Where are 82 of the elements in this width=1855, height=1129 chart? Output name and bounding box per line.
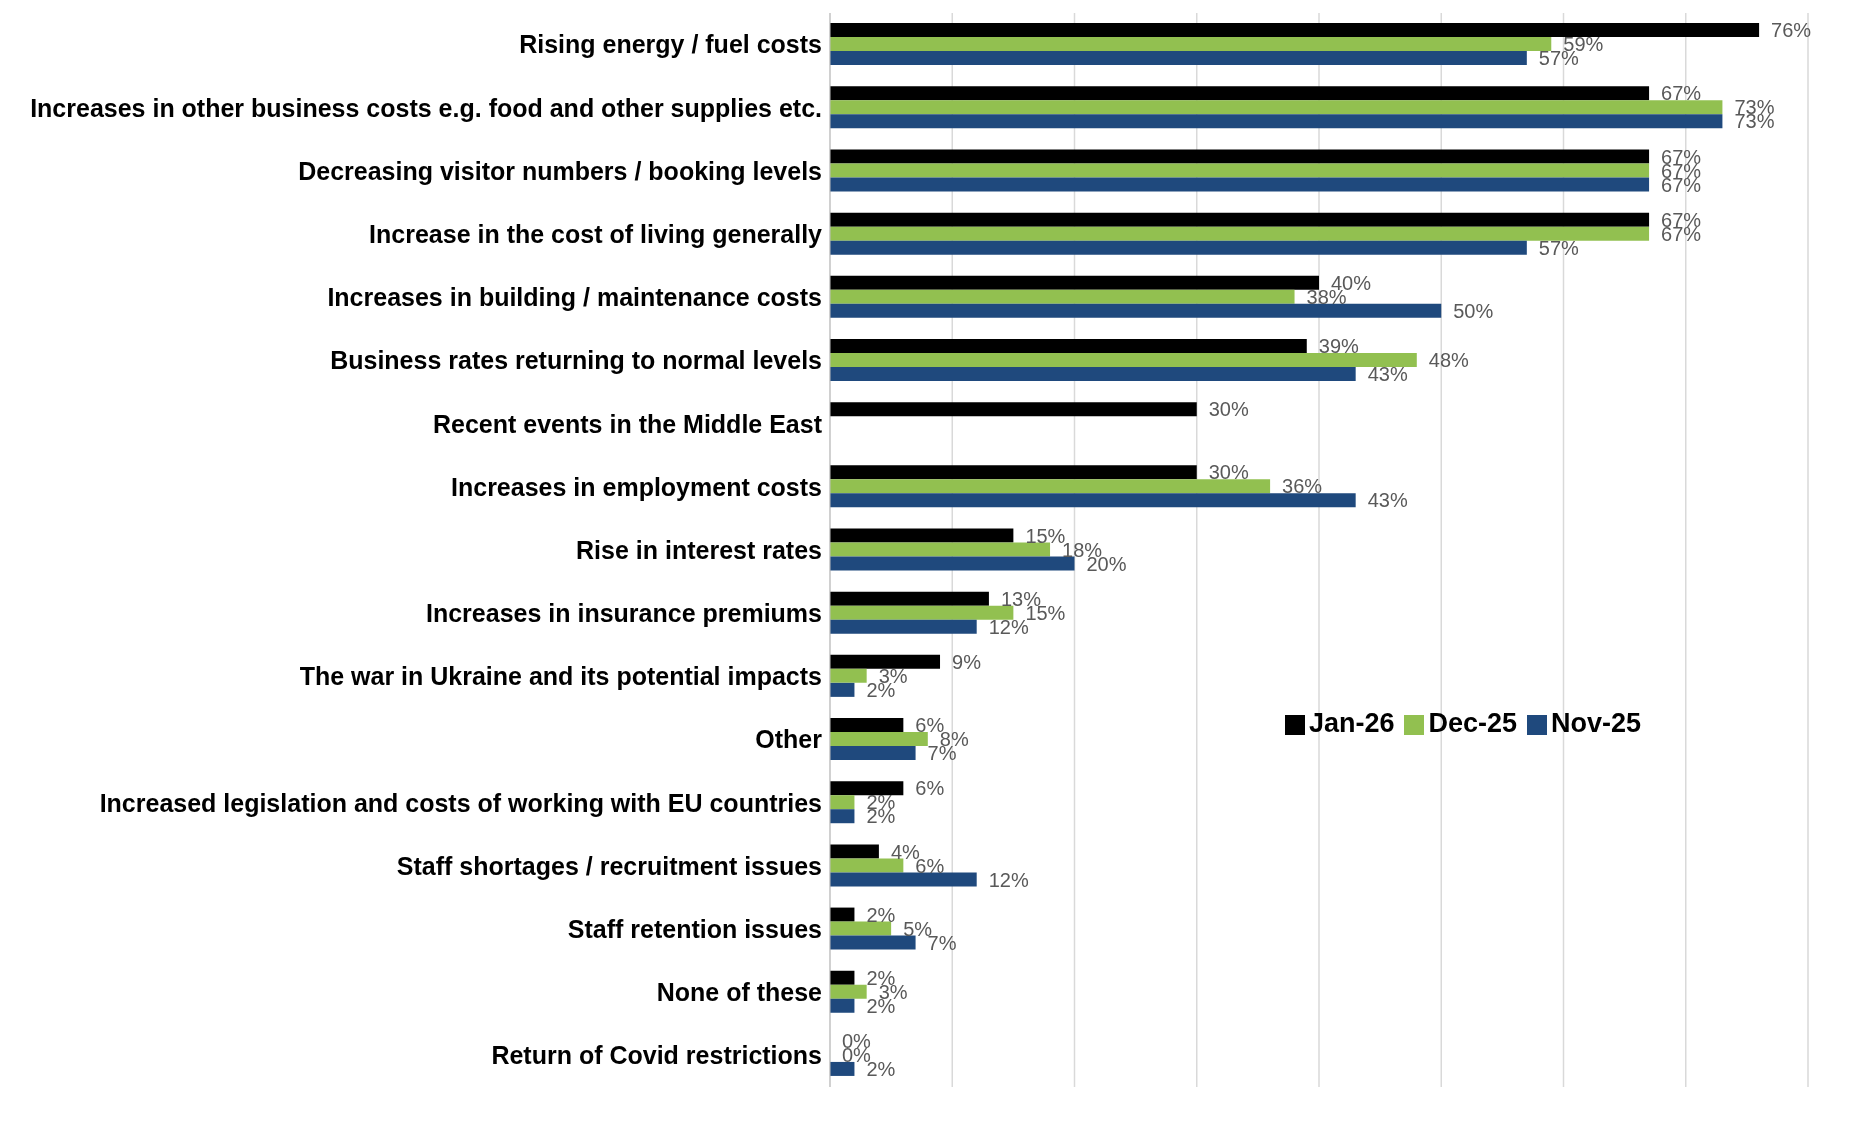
- bar: [830, 605, 1014, 620]
- data-label: 57%: [1538, 236, 1580, 259]
- y-tick-label: None of these: [656, 978, 823, 1007]
- y-tick-label: Staff retention issues: [567, 914, 822, 943]
- bar: [830, 872, 977, 887]
- y-tick-label: Staff shortages / recruitment issues: [396, 851, 822, 880]
- y-tick-label: Increases in insurance premiums: [425, 599, 822, 628]
- bar: [830, 465, 1197, 480]
- data-label: 30%: [1208, 398, 1249, 421]
- bar: [830, 682, 855, 697]
- bar: [830, 921, 892, 936]
- bar: [830, 479, 1271, 494]
- bar: [830, 100, 1723, 115]
- bar: [830, 654, 941, 669]
- data-label: 6%: [915, 777, 945, 800]
- bar: [830, 289, 1295, 304]
- y-tick-label: Other: [755, 725, 823, 754]
- data-label: 12%: [988, 868, 1029, 891]
- bar: [830, 1061, 855, 1076]
- bar: [830, 718, 904, 733]
- bar: [830, 493, 1356, 508]
- bar: [830, 809, 855, 824]
- bar: [830, 907, 855, 922]
- bar: [830, 668, 867, 683]
- data-label: 2%: [866, 903, 896, 926]
- bar: [830, 37, 1552, 52]
- bar: [830, 935, 916, 950]
- bar: [830, 556, 1075, 571]
- data-label: 36%: [1282, 475, 1323, 498]
- bar: [830, 781, 904, 796]
- data-label: 30%: [1208, 461, 1249, 484]
- bar: [830, 528, 1014, 543]
- bar: [830, 23, 1760, 38]
- data-label: 43%: [1367, 363, 1408, 386]
- legend-label: Nov-25: [1551, 708, 1642, 738]
- y-tick-label: Business rates returning to normal levels: [330, 346, 822, 375]
- y-tick-label: Increases in building / maintenance costs: [327, 283, 822, 312]
- bar: [830, 858, 904, 873]
- y-tick-label: Return of Covid restrictions: [491, 1041, 822, 1070]
- bar: [830, 226, 1650, 241]
- y-tick-label: Increase in the cost of living generally: [369, 219, 823, 248]
- bar: [830, 352, 1417, 367]
- bar: [830, 240, 1527, 255]
- y-tick-label: The war in Ukraine and its potential impacts: [299, 662, 822, 691]
- bar: [830, 998, 855, 1013]
- bar: [830, 619, 977, 634]
- bar: [830, 844, 879, 859]
- bar: [830, 86, 1650, 101]
- y-tick-label: Increases in employment costs: [451, 472, 822, 501]
- bar: [830, 732, 928, 747]
- bar: [830, 746, 916, 761]
- y-tick-label: Rise in interest rates: [576, 535, 822, 564]
- y-tick-label: Decreasing visitor numbers / booking levels: [298, 156, 822, 185]
- y-tick-label: Recent events in the Middle East: [433, 409, 823, 438]
- data-label: 48%: [1428, 349, 1470, 372]
- bar: [830, 51, 1527, 66]
- y-tick-label: Increased legislation and costs of working with EU countries: [99, 788, 822, 817]
- bar: [830, 402, 1197, 417]
- bar: [830, 303, 1442, 318]
- bar: [830, 970, 855, 985]
- data-label: 43%: [1367, 489, 1408, 512]
- bar: [830, 984, 867, 999]
- y-tick-label: Rising energy / fuel costs: [519, 30, 822, 59]
- bar: [830, 212, 1650, 227]
- data-label: 76%: [1771, 19, 1812, 42]
- data-label: 39%: [1318, 335, 1360, 358]
- data-label: 9%: [952, 650, 982, 673]
- legend-label: Dec-25: [1428, 708, 1518, 738]
- y-tick-label: Increases in other business costs e.g. food and other supplies etc.: [30, 93, 822, 122]
- bar: [830, 542, 1051, 557]
- data-label: 50%: [1453, 299, 1494, 322]
- bar: [830, 149, 1650, 164]
- bar: [830, 795, 855, 810]
- data-label: 67%: [1661, 82, 1702, 105]
- bar: [830, 366, 1356, 381]
- bar: [830, 275, 1319, 290]
- legend-label: Jan-26: [1308, 708, 1395, 738]
- bar: [830, 177, 1650, 192]
- bar: [830, 338, 1307, 353]
- bar: [830, 114, 1723, 129]
- bar: [830, 163, 1650, 178]
- bar: [830, 591, 989, 606]
